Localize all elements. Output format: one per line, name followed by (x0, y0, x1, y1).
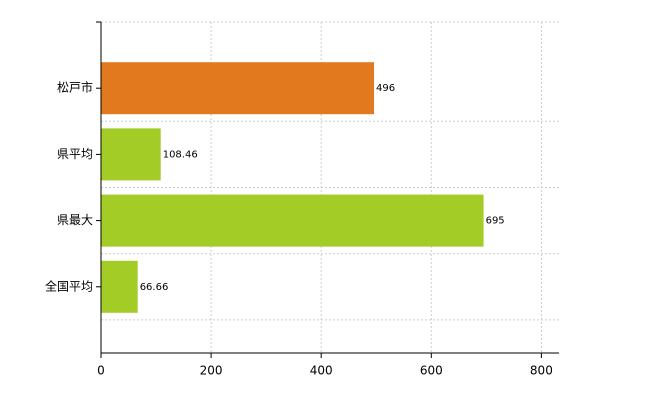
value-label: 695 (486, 216, 505, 227)
x-tick-label: 800 (530, 364, 553, 378)
y-tick-label: 県最大 (57, 213, 93, 227)
value-label: 496 (376, 83, 395, 94)
x-tick-label: 400 (310, 364, 333, 378)
y-tick-label: 全国平均 (45, 278, 93, 293)
bar (101, 260, 138, 313)
y-tick-label: 松戸市 (57, 80, 93, 95)
value-label: 66.66 (140, 282, 169, 293)
value-label: 108.46 (163, 149, 198, 160)
y-tick-label: 県平均 (57, 147, 93, 161)
bar (101, 194, 484, 247)
bar (101, 62, 375, 115)
x-tick-label: 200 (200, 364, 223, 378)
bar (101, 128, 161, 181)
x-tick-label: 600 (420, 364, 443, 378)
x-tick-label: 0 (97, 364, 105, 378)
